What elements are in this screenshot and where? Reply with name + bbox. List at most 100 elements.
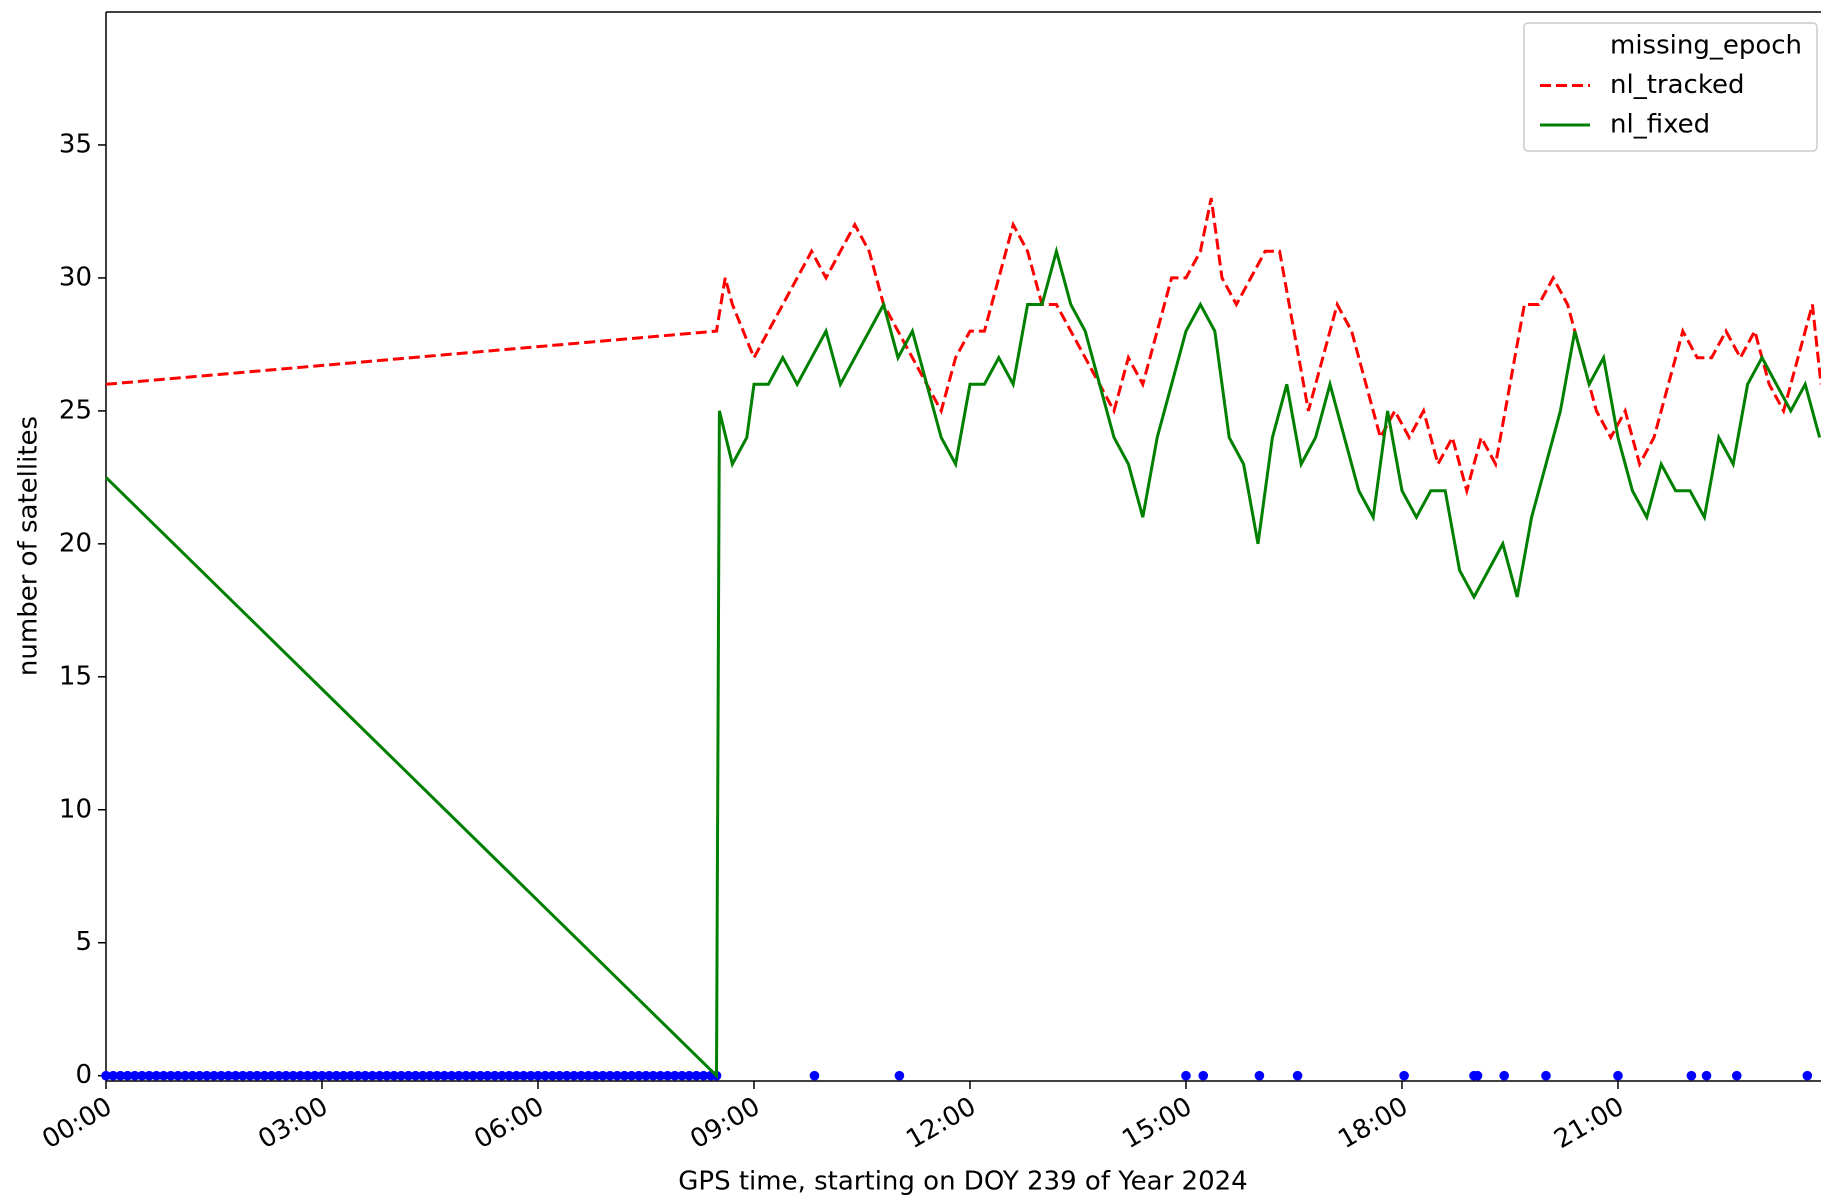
missing-epoch-point: [468, 1070, 478, 1081]
missing-epoch-point: [677, 1070, 687, 1081]
missing-epoch-point: [374, 1070, 385, 1081]
missing-epoch-point: [417, 1070, 428, 1081]
legend-label: nl_tracked: [1610, 70, 1744, 100]
missing-epoch-point: [173, 1070, 183, 1081]
missing-epoch-point: [533, 1070, 543, 1081]
y-tick-label: 20: [59, 528, 92, 558]
missing-epoch-point: [669, 1070, 680, 1081]
missing-epoch-point: [540, 1070, 550, 1081]
legend-label: missing_epoch: [1610, 31, 1802, 61]
series-line: [105, 197, 1821, 497]
x-tick-label: 15:00: [1117, 1092, 1197, 1155]
missing-epoch-point: [360, 1070, 370, 1081]
missing-epoch-point: [252, 1070, 262, 1081]
missing-epoch-point: [302, 1070, 313, 1081]
series-line: [104, 245, 1821, 1080]
missing-epoch-point: [1541, 1070, 1551, 1081]
missing-epoch-point: [151, 1070, 162, 1081]
missing-epoch-point: [396, 1070, 406, 1081]
missing-epoch-point: [201, 1070, 212, 1081]
missing-epoch-point: [245, 1070, 255, 1081]
missing-epoch-point: [345, 1070, 356, 1081]
missing-epoch-point: [482, 1070, 493, 1081]
missing-epoch-point: [691, 1070, 702, 1081]
missing-epoch-point: [144, 1070, 154, 1081]
missing-epoch-point: [605, 1070, 615, 1081]
missing-epoch-point: [122, 1070, 133, 1081]
missing-epoch-point: [115, 1070, 126, 1081]
missing-epoch-point: [641, 1070, 651, 1081]
x-tick-label: 09:00: [685, 1092, 765, 1155]
missing-epoch-point: [266, 1070, 277, 1081]
missing-epoch-point: [353, 1070, 363, 1081]
missing-epoch-point: [137, 1070, 147, 1081]
missing-epoch-point: [809, 1070, 820, 1081]
missing-epoch-point: [381, 1070, 392, 1081]
missing-epoch-point: [475, 1070, 486, 1081]
missing-epoch-point: [273, 1070, 284, 1081]
missing-epoch-point: [1613, 1070, 1623, 1081]
missing-epoch-point: [453, 1070, 464, 1081]
missing-epoch-point: [194, 1070, 205, 1081]
missing-epoch-point: [129, 1070, 140, 1081]
missing-epoch-point: [180, 1070, 190, 1081]
missing-epoch-point: [101, 1070, 111, 1081]
missing-epoch-point: [187, 1070, 198, 1081]
missing-epoch-point: [489, 1070, 500, 1081]
missing-epoch-point: [237, 1070, 248, 1081]
missing-epoch-point: [561, 1070, 572, 1081]
missing-epoch-point: [288, 1070, 298, 1081]
y-tick-label: 15: [59, 661, 92, 691]
missing-epoch-point: [461, 1070, 471, 1081]
missing-epoch-point: [1399, 1070, 1409, 1081]
missing-epoch-point: [554, 1070, 565, 1081]
missing-epoch-point: [648, 1070, 658, 1081]
y-tick-label: 0: [75, 1060, 92, 1090]
x-tick-label: 03:00: [253, 1092, 333, 1155]
missing-epoch-point: [590, 1070, 601, 1081]
missing-epoch-point: [389, 1070, 399, 1081]
missing-epoch-point: [309, 1070, 320, 1081]
x-tick-label: 00:00: [37, 1092, 117, 1155]
y-axis-label: number of satellites: [14, 416, 44, 676]
missing-epoch-point: [511, 1070, 522, 1081]
y-tick-label: 10: [59, 794, 92, 824]
missing-epoch-point: [894, 1070, 905, 1081]
missing-epoch-point: [281, 1070, 291, 1081]
missing-epoch-point: [619, 1070, 630, 1081]
missing-epoch-point: [1802, 1070, 1813, 1081]
x-tick-label: 18:00: [1333, 1092, 1413, 1155]
x-axis-label: GPS time, starting on DOY 239 of Year 20…: [678, 1167, 1247, 1197]
missing-epoch-point: [504, 1070, 514, 1081]
y-tick-label: 35: [59, 129, 92, 159]
missing-epoch-point: [547, 1070, 558, 1081]
missing-epoch-point: [626, 1070, 637, 1081]
y-tick-label: 5: [75, 927, 92, 957]
x-tick-label: 12:00: [901, 1092, 981, 1155]
missing-epoch-point: [295, 1070, 306, 1081]
missing-epoch-point: [597, 1070, 608, 1081]
missing-epoch-point: [165, 1070, 176, 1081]
missing-epoch-point: [633, 1070, 644, 1081]
missing-epoch-point: [1198, 1070, 1209, 1081]
missing-epoch-point: [1731, 1070, 1742, 1081]
missing-epoch-point: [108, 1070, 118, 1081]
x-tick-label: 21:00: [1549, 1092, 1629, 1155]
missing-epoch-point: [1701, 1070, 1712, 1081]
missing-epoch-point: [324, 1070, 334, 1081]
missing-epoch-point: [317, 1070, 327, 1081]
y-tick-label: 30: [59, 262, 92, 292]
missing-epoch-point: [1181, 1070, 1191, 1081]
missing-epoch-point: [698, 1070, 709, 1081]
missing-epoch-point: [569, 1070, 579, 1081]
missing-epoch-point: [1686, 1070, 1697, 1081]
plot-area: [101, 197, 1821, 1081]
missing-epoch-point: [446, 1070, 457, 1081]
missing-epoch-point: [525, 1070, 536, 1081]
missing-epoch-point: [439, 1070, 450, 1081]
missing-epoch-point: [1292, 1070, 1303, 1081]
missing-epoch-point: [1472, 1070, 1483, 1081]
missing-epoch-point: [662, 1070, 673, 1081]
missing-epoch-point: [209, 1070, 219, 1081]
